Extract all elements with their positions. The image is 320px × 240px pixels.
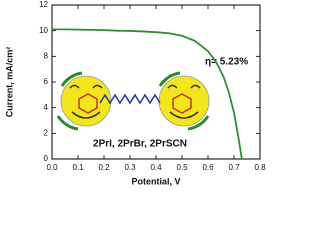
y-tick-label: 8 [44, 51, 49, 60]
y-tick-label: 2 [44, 128, 49, 137]
x-tick-label: 0.2 [98, 163, 110, 172]
chart: Potential, V Current, mA/cm² η= 5.23% 2P… [4, 0, 266, 186]
y-tick-label: 12 [39, 0, 48, 9]
y-axis-label: Current, mA/cm² [4, 47, 14, 118]
x-tick-label: 0.1 [72, 163, 84, 172]
x-tick-label: 0.5 [176, 163, 188, 172]
x-tick-label: 0.3 [124, 163, 136, 172]
efficiency-annotation: η= 5.23% [205, 57, 248, 68]
x-tick-label: 0.8 [254, 163, 266, 172]
x-axis-label: Potential, V [131, 176, 180, 186]
molecule-illustration [56, 71, 210, 131]
molecule-label: 2PrI, 2PrBr, 2PrSCN [93, 139, 187, 150]
x-tick-label: 0.0 [46, 163, 58, 172]
x-tick-label: 0.4 [150, 163, 162, 172]
y-tick-label: 0 [44, 154, 49, 163]
jv-curve [52, 28, 243, 160]
x-tick-label: 0.7 [228, 163, 240, 172]
x-tick-label: 0.6 [202, 163, 214, 172]
y-tick-label: 10 [39, 26, 48, 35]
y-tick-label: 6 [44, 77, 49, 86]
y-tick-label: 4 [44, 103, 49, 112]
